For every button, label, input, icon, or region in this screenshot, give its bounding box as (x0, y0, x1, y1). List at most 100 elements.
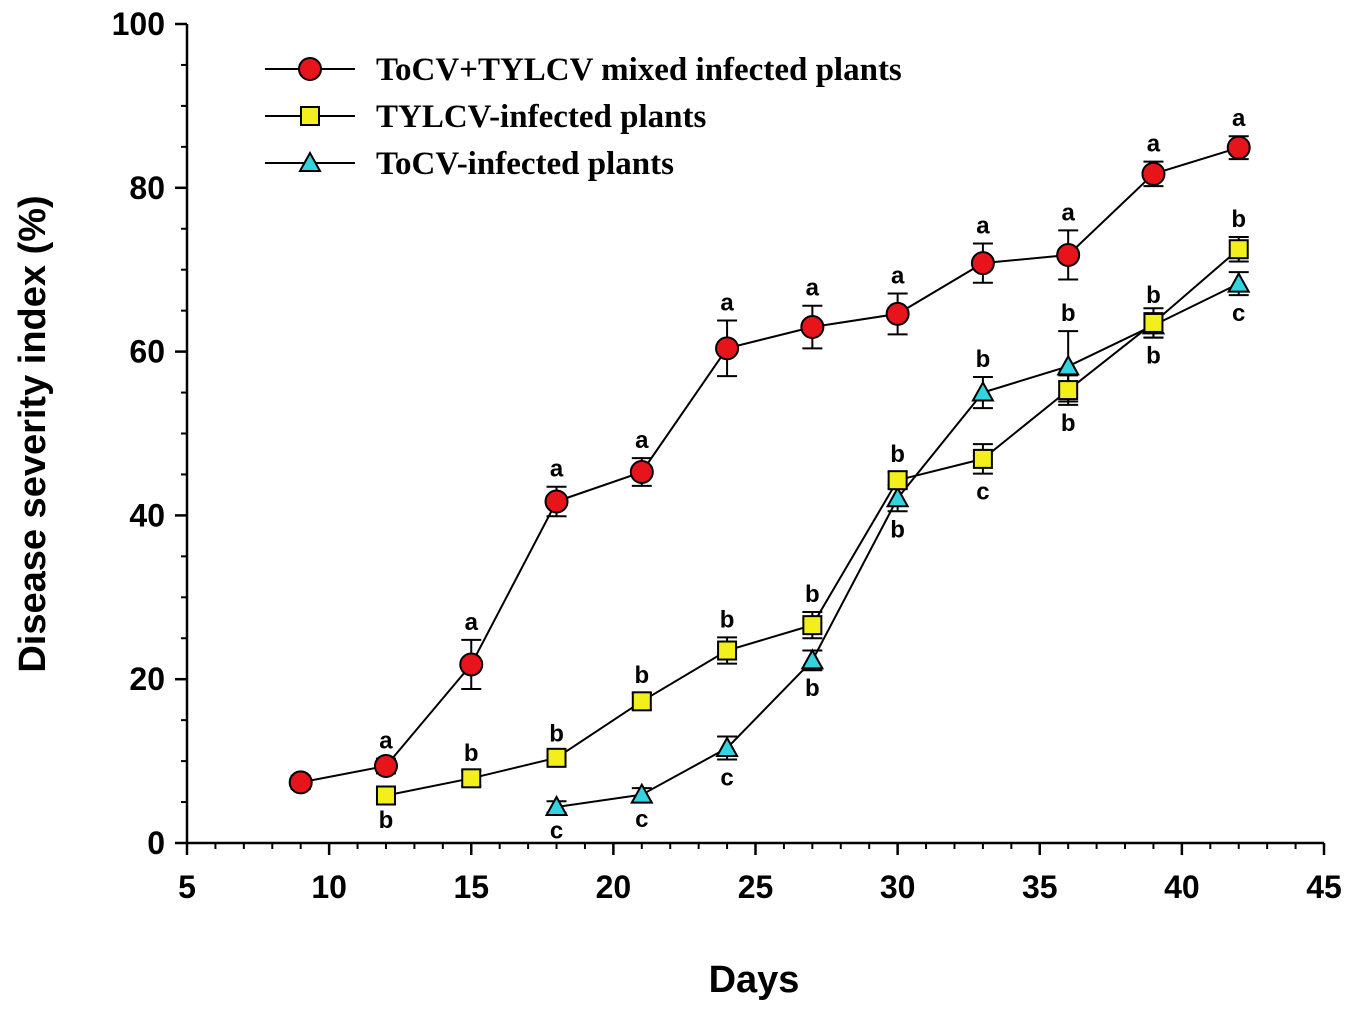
data-point (715, 336, 740, 361)
significance-letter: a (635, 427, 649, 454)
x-tick-label: 30 (880, 869, 916, 905)
data-point (1058, 380, 1079, 401)
data-point (631, 691, 652, 712)
significance-letter: a (465, 609, 479, 636)
data-point (1226, 135, 1251, 160)
x-tick-label: 45 (1306, 869, 1342, 905)
x-axis-title: Days (709, 959, 800, 1001)
data-point (1227, 271, 1251, 293)
x-tick-label: 15 (453, 869, 489, 905)
significance-letter: a (806, 275, 820, 302)
legend-label: ToCV-infected plants (376, 146, 674, 182)
data-point (461, 768, 482, 789)
data-point (970, 251, 995, 276)
y-tick-label: 80 (129, 170, 165, 206)
series-square (375, 235, 1249, 806)
x-tick-label: 10 (311, 869, 347, 905)
data-point (1141, 161, 1166, 186)
series-line (300, 146, 1239, 784)
y-axis-title: Disease severity index (%) (12, 195, 54, 672)
significance-letter: b (720, 606, 735, 633)
data-point (885, 486, 910, 508)
significance-letter: c (550, 818, 563, 845)
data-point (887, 470, 908, 491)
data-point (800, 648, 825, 670)
y-tick-label: 20 (129, 661, 165, 697)
data-point (1228, 239, 1249, 260)
data-point (544, 489, 569, 514)
significance-letter: b (1146, 282, 1161, 309)
significance-letters-triangle: c c c b b b b b c (550, 282, 1246, 845)
significance-letter: b (634, 662, 649, 689)
significance-letter: a (1147, 131, 1161, 158)
data-point (459, 652, 484, 677)
legend: ToCV+TYLCV mixed infected plants TYLCV-in… (265, 52, 902, 182)
significance-letters-square: b b b b b b b c b b b (379, 206, 1246, 834)
data-point (544, 794, 569, 816)
significance-letter: b (890, 516, 905, 543)
y-tick-label: 0 (147, 825, 165, 861)
significance-letter: b (1231, 206, 1246, 233)
series-circle (288, 135, 1251, 795)
significance-letter: a (976, 212, 990, 239)
data-point (1056, 242, 1081, 267)
significance-letter: a (720, 289, 734, 316)
y-tick-label: 40 (129, 497, 165, 533)
data-point (375, 785, 396, 806)
y-tick-label: 60 (129, 334, 165, 370)
significance-letter: b (1061, 410, 1076, 437)
data-point (802, 615, 823, 636)
significance-letter: a (379, 728, 393, 755)
significance-letter: a (1232, 105, 1246, 132)
data-point (1143, 312, 1164, 333)
legend-label: ToCV+TYLCV mixed infected plants (376, 52, 902, 88)
data-point (1056, 354, 1080, 376)
data-point (546, 747, 567, 768)
legend-item-triangle: ToCV-infected plants (265, 146, 674, 182)
legend-marker (300, 106, 320, 126)
data-point (800, 315, 825, 340)
data-point (288, 770, 313, 795)
significance-letter: b (805, 675, 820, 702)
data-point (629, 459, 654, 484)
x-tick-label: 35 (1022, 869, 1058, 905)
legend-marker (298, 57, 322, 81)
significance-letter: b (379, 807, 394, 834)
significance-letter: a (550, 456, 564, 483)
legend-item-square: TYLCV-infected plants (265, 99, 706, 135)
significance-letter: b (1061, 300, 1076, 327)
significance-letter: c (635, 806, 648, 833)
significance-letter: b (805, 581, 820, 608)
series-line (556, 282, 1240, 808)
x-tick-label: 20 (596, 869, 632, 905)
x-tick-label: 25 (738, 869, 774, 905)
x-tick-label: 5 (178, 869, 196, 905)
axes: 5 10 15 20 25 30 35 40 45 0 20 40 60 80 100 (112, 6, 1342, 905)
significance-letter: b (890, 441, 905, 468)
y-tick-label: 100 (112, 6, 165, 42)
x-tick-label: 40 (1164, 869, 1200, 905)
significance-letter: c (720, 764, 733, 791)
series-triangle (544, 271, 1251, 816)
legend-item-circle: ToCV+TYLCV mixed infected plants (265, 52, 902, 88)
significance-letter: a (1061, 199, 1075, 226)
significance-letters-circle: a a a a a a a a a a a (379, 105, 1246, 754)
legend-label: TYLCV-infected plants (376, 99, 706, 135)
data-point (971, 380, 995, 402)
data-point (717, 640, 738, 661)
data-point (630, 782, 654, 804)
data-point (972, 448, 993, 469)
significance-letter: c (976, 479, 989, 506)
series-layer: a a a a a a a a a a a b b b b b b b c b b b c c c b b b b b c (288, 105, 1251, 845)
significance-letter: b (464, 740, 479, 767)
data-point (715, 735, 739, 757)
legend-marker (298, 150, 322, 172)
data-point (373, 754, 398, 779)
significance-letter: c (1232, 300, 1245, 327)
significance-letter: b (1146, 343, 1161, 370)
significance-letter: b (549, 720, 564, 747)
data-point (885, 301, 910, 326)
significance-letter: b (976, 346, 991, 373)
significance-letter: a (891, 262, 905, 289)
